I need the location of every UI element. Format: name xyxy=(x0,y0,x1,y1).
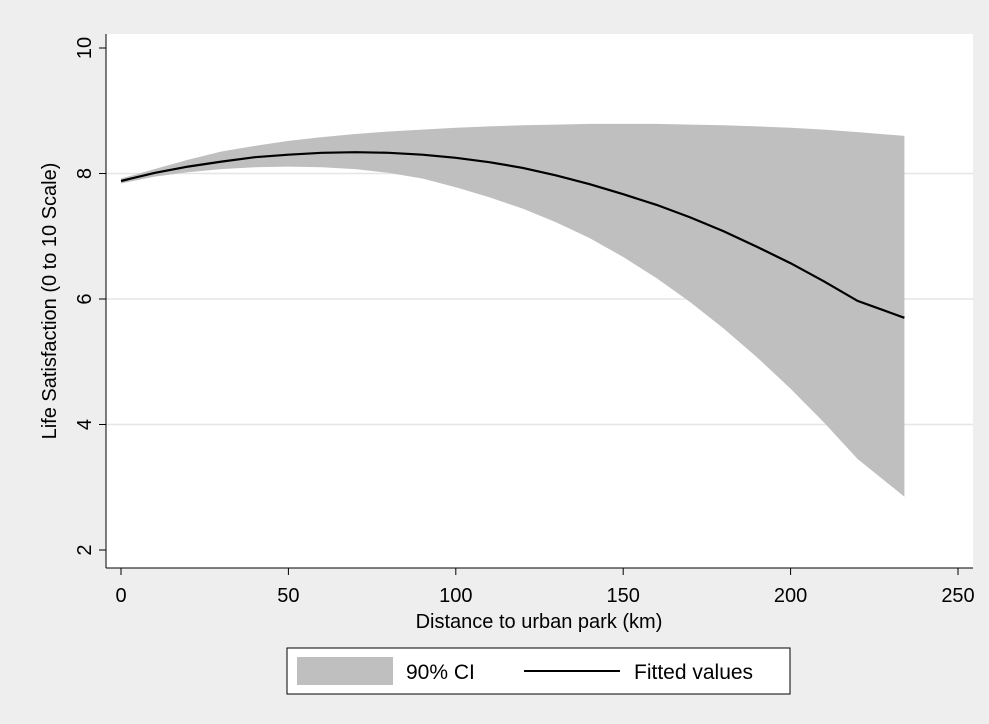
x-axis-title: Distance to urban park (km) xyxy=(416,611,663,633)
axes xyxy=(105,34,973,569)
y-tick-label-10: 10 xyxy=(74,37,96,59)
x-ticks: 0 50 100 150 200 250 xyxy=(115,568,975,607)
fitted-line xyxy=(120,151,905,319)
ci-band xyxy=(121,123,905,497)
x-tick-label-0: 0 xyxy=(115,585,126,607)
y-axis-title: Life Satisfaction (0 to 10 Scale) xyxy=(39,163,61,440)
y-tick-label-8: 8 xyxy=(74,168,96,179)
series-layer xyxy=(120,123,905,497)
y-ticks: 2 4 6 8 10 xyxy=(74,37,106,556)
x-tick-label-200: 200 xyxy=(774,585,807,607)
x-tick-label-250: 250 xyxy=(941,585,974,607)
x-tick-label-100: 100 xyxy=(439,585,472,607)
x-tick-label-150: 150 xyxy=(607,585,640,607)
y-tick-label-2: 2 xyxy=(74,544,96,555)
legend: 90% CI Fitted values xyxy=(286,647,791,695)
legend-label-fitted: Fitted values xyxy=(634,661,753,684)
legend-swatch-ci xyxy=(297,657,393,685)
legend-label-ci: 90% CI xyxy=(406,661,475,684)
y-tick-label-6: 6 xyxy=(74,293,96,304)
y-tick-label-4: 4 xyxy=(74,419,96,430)
x-tick-label-50: 50 xyxy=(277,585,299,607)
